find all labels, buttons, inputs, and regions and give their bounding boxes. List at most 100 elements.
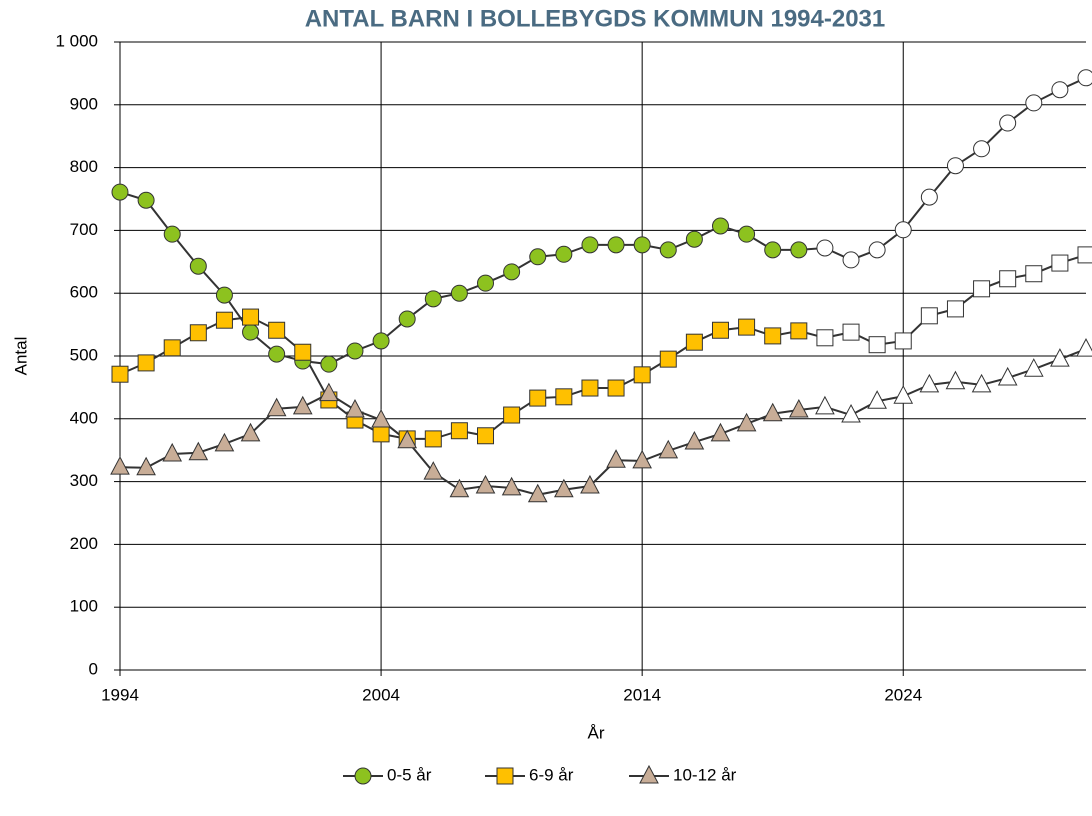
- marker: [581, 379, 599, 397]
- marker: [711, 217, 729, 235]
- marker: [189, 324, 207, 342]
- marker: [841, 403, 861, 423]
- marker: [738, 225, 756, 243]
- marker: [762, 402, 783, 422]
- marker: [606, 449, 626, 468]
- marker: [1025, 265, 1043, 283]
- marker: [658, 439, 679, 459]
- marker: [188, 441, 209, 461]
- legend-label: 6-9 år: [529, 765, 574, 784]
- marker: [137, 191, 155, 209]
- marker: [790, 322, 808, 340]
- marker: [242, 323, 260, 341]
- marker: [501, 476, 522, 496]
- marker: [475, 474, 496, 494]
- marker: [398, 310, 416, 328]
- legend-marker: [639, 764, 659, 784]
- y-tick-label: 900: [70, 94, 98, 113]
- chart-title: ANTAL BARN I BOLLEBYGDS KOMMUN 1994-2031: [305, 5, 886, 32]
- marker: [555, 388, 573, 406]
- y-tick-label: 1 000: [55, 31, 98, 50]
- y-tick-label: 100: [70, 597, 98, 616]
- marker: [659, 241, 677, 259]
- x-tick-label: 2024: [884, 685, 922, 704]
- marker: [294, 343, 312, 361]
- marker: [529, 389, 547, 407]
- marker: [346, 342, 364, 360]
- marker: [450, 284, 468, 302]
- marker: [868, 336, 886, 354]
- marker: [999, 114, 1017, 132]
- marker: [477, 427, 495, 445]
- marker: [1051, 81, 1069, 99]
- marker: [1076, 338, 1092, 357]
- marker: [554, 478, 574, 498]
- marker: [266, 397, 287, 417]
- legend-marker: [354, 767, 372, 785]
- y-tick-label: 300: [70, 471, 98, 490]
- marker: [214, 432, 235, 452]
- marker: [920, 307, 938, 325]
- marker: [816, 329, 834, 347]
- series-line: [119, 76, 1087, 366]
- marker: [684, 430, 705, 450]
- marker: [581, 236, 599, 254]
- marker: [372, 332, 390, 350]
- x-tick-label: 2014: [623, 685, 661, 704]
- marker: [292, 395, 313, 415]
- marker: [1025, 94, 1043, 112]
- marker: [816, 239, 834, 257]
- marker: [423, 461, 444, 480]
- marker: [424, 290, 442, 308]
- series-line: [119, 253, 1087, 440]
- marker: [973, 140, 991, 158]
- marker: [815, 395, 835, 415]
- marker: [607, 236, 625, 254]
- marker: [527, 483, 548, 503]
- marker: [894, 332, 912, 350]
- marker: [919, 373, 940, 393]
- marker: [580, 474, 600, 494]
- marker: [945, 370, 966, 390]
- marker: [868, 241, 886, 259]
- y-axis-label: Antal: [11, 337, 30, 376]
- marker: [1077, 246, 1092, 264]
- marker: [997, 366, 1018, 386]
- marker: [268, 321, 286, 339]
- marker: [110, 456, 130, 475]
- marker: [1051, 254, 1069, 272]
- x-tick-label: 2004: [362, 685, 400, 704]
- marker: [788, 398, 809, 418]
- marker: [111, 183, 129, 201]
- marker: [1077, 69, 1092, 87]
- legend-marker: [496, 767, 514, 785]
- marker: [371, 408, 391, 428]
- marker: [320, 355, 338, 373]
- marker: [555, 245, 573, 263]
- marker: [163, 225, 181, 243]
- x-tick-label: 1994: [101, 685, 139, 704]
- marker: [633, 366, 651, 384]
- marker: [893, 385, 914, 404]
- marker: [1050, 348, 1070, 367]
- y-tick-label: 200: [70, 534, 98, 553]
- marker: [738, 318, 756, 336]
- marker: [111, 365, 129, 383]
- marker: [790, 241, 808, 259]
- marker: [894, 221, 912, 239]
- marker: [867, 390, 887, 409]
- marker: [189, 257, 207, 275]
- marker: [1023, 358, 1044, 377]
- marker: [242, 308, 260, 326]
- marker: [450, 422, 468, 440]
- marker: [842, 323, 860, 341]
- marker: [946, 300, 964, 318]
- marker: [999, 270, 1017, 288]
- marker: [397, 429, 418, 449]
- marker: [319, 382, 339, 402]
- marker: [685, 333, 703, 351]
- marker: [503, 263, 521, 281]
- marker: [946, 157, 964, 175]
- marker: [215, 286, 233, 304]
- marker: [736, 412, 757, 432]
